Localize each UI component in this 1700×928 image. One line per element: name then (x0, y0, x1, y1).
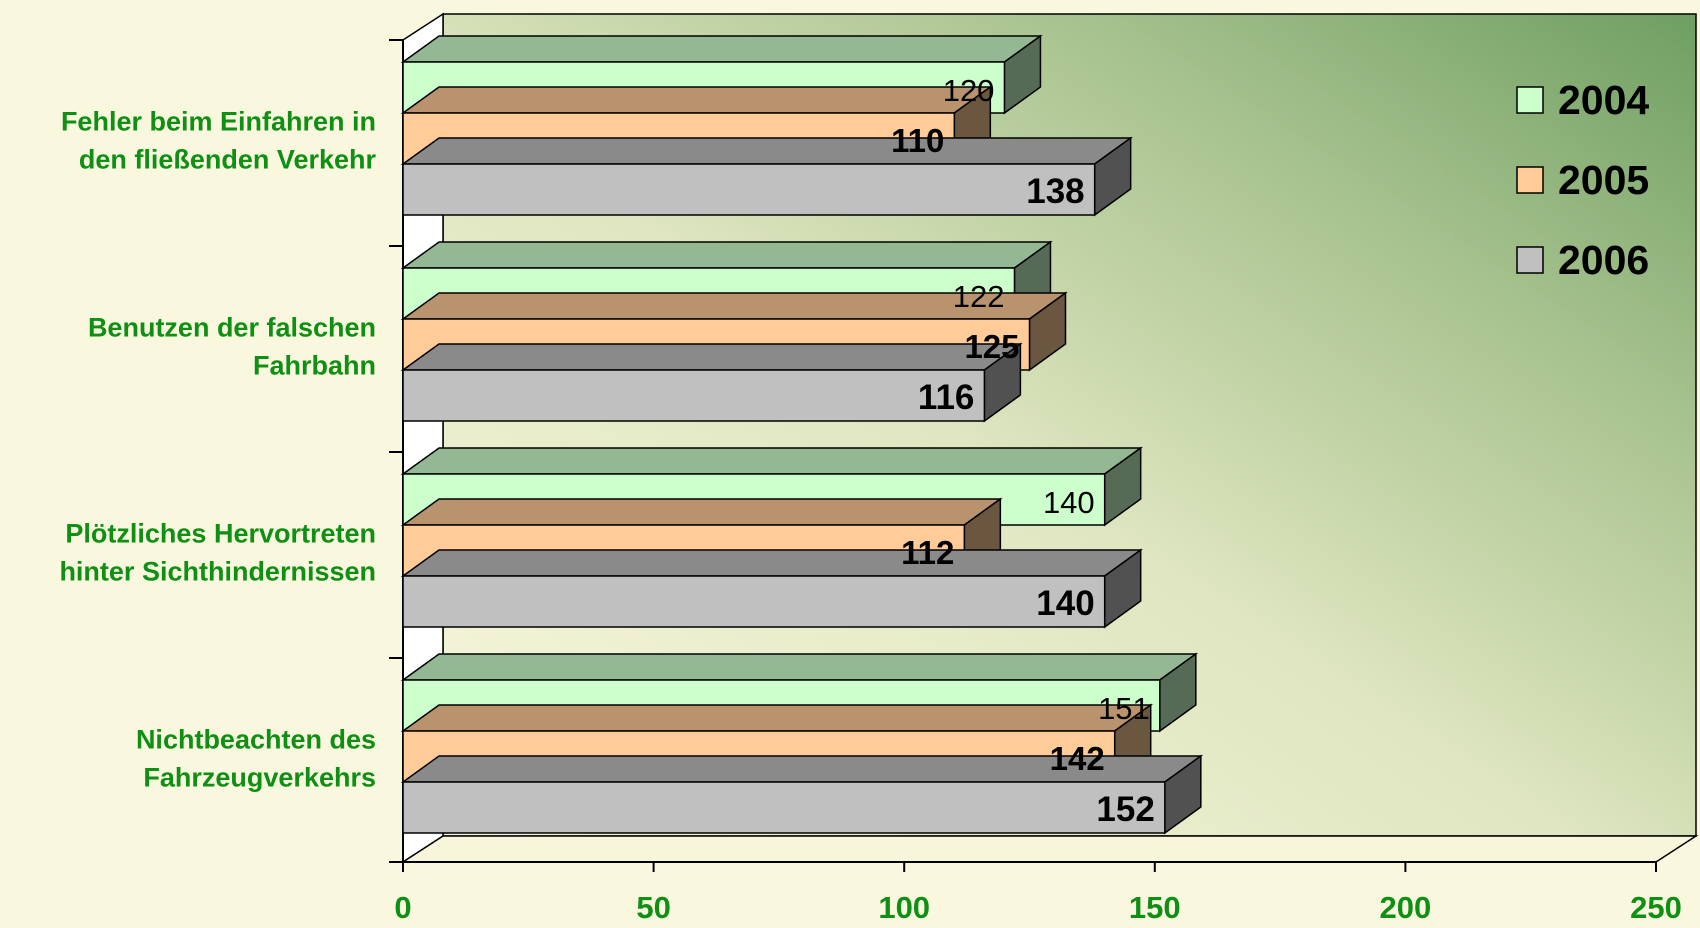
data-label-2005: 112 (901, 534, 954, 571)
bar-front-face (402, 575, 1106, 628)
bar-2006 (400, 136, 1133, 217)
legend-label: 2005 (1558, 157, 1649, 203)
bar-top-face (400, 137, 1133, 165)
category-label: Benutzen der falschen Fahrbahn (88, 313, 376, 381)
legend-swatch (1516, 86, 1544, 114)
bar-2006 (400, 754, 1204, 835)
plot-floor (400, 835, 1699, 863)
legend-label: 2006 (1558, 237, 1649, 283)
x-tick-label: 150 (1129, 890, 1181, 923)
data-label-2006: 140 (1036, 584, 1094, 623)
data-label-2005: 142 (1050, 740, 1105, 777)
legend-item-2006: 2006 (1516, 237, 1649, 283)
bar-top-face (400, 343, 1023, 371)
bar-top-face (400, 704, 1154, 732)
legend-item-2005: 2005 (1516, 157, 1649, 203)
category-label: Fehler beim Einfahren in den fließenden V… (61, 107, 377, 175)
bar-top-face (400, 447, 1143, 475)
data-label-2004: 151 (1098, 691, 1150, 726)
x-tick-label: 200 (1380, 890, 1432, 923)
data-label-2006: 116 (918, 378, 974, 417)
data-label-2006: 138 (1026, 172, 1084, 211)
bar-2006 (400, 342, 1023, 423)
data-label-2004: 140 (1043, 485, 1095, 520)
x-tick-label: 50 (636, 890, 670, 923)
legend-label: 2004 (1558, 77, 1649, 123)
bar-top-face (400, 241, 1053, 269)
x-tick-label: 100 (878, 890, 930, 923)
data-label-2005: 125 (964, 328, 1019, 365)
bar-top-face (400, 86, 993, 114)
data-label-2004: 120 (943, 73, 995, 108)
bar-top-face (400, 35, 1043, 63)
bar-top-face (400, 498, 1003, 526)
bar-front-face (402, 163, 1096, 216)
data-label-2005: 110 (891, 122, 944, 159)
bar-2006 (400, 548, 1143, 629)
data-label-2004: 122 (953, 279, 1005, 314)
bar-top-face (400, 653, 1199, 681)
bar-front-face (402, 369, 986, 422)
legend-swatch (1516, 246, 1544, 274)
legend-swatch (1516, 166, 1544, 194)
bar-top-face (400, 549, 1143, 577)
x-tick-label: 250 (1630, 890, 1682, 923)
legend-item-2004: 2004 (1516, 77, 1649, 123)
bar-front-face (402, 781, 1166, 834)
category-label: Plötzliches Hervortreten hinter Sichthind… (59, 519, 376, 587)
data-label-2006: 152 (1096, 790, 1154, 829)
category-label: Nichtbeachten des Fahrzeugverkehrs (136, 725, 376, 793)
x-tick-label: 0 (394, 890, 411, 923)
